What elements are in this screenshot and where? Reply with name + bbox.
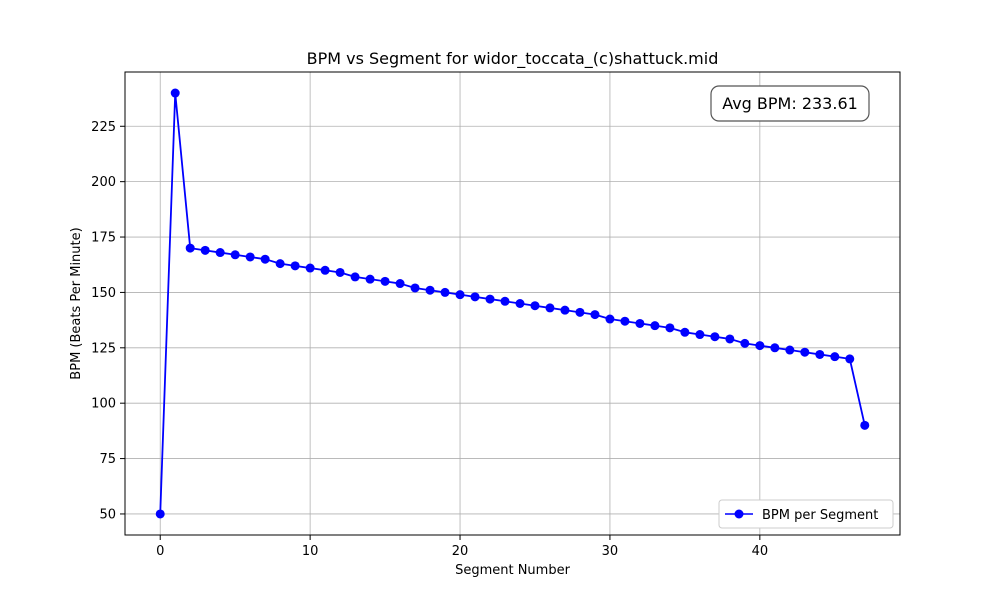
data-point bbox=[185, 243, 195, 253]
y-tick-label: 75 bbox=[99, 452, 116, 467]
data-point bbox=[635, 318, 645, 328]
data-point bbox=[650, 321, 660, 331]
data-point bbox=[545, 303, 555, 313]
data-point bbox=[680, 327, 690, 337]
data-point bbox=[245, 252, 255, 262]
data-point bbox=[815, 349, 825, 359]
x-axis-label: Segment Number bbox=[455, 563, 571, 578]
y-tick-label: 125 bbox=[91, 341, 116, 356]
data-point bbox=[455, 290, 465, 300]
x-tick-label: 40 bbox=[752, 544, 769, 559]
data-point bbox=[860, 420, 870, 430]
data-point bbox=[320, 265, 330, 275]
data-point bbox=[800, 347, 810, 357]
data-point bbox=[425, 285, 435, 295]
data-point bbox=[710, 332, 720, 342]
x-tick-label: 0 bbox=[156, 544, 164, 559]
data-point bbox=[605, 314, 615, 324]
data-point bbox=[230, 250, 240, 260]
data-point bbox=[155, 509, 165, 519]
data-point bbox=[830, 352, 840, 362]
x-tick-label: 30 bbox=[602, 544, 619, 559]
data-point bbox=[695, 330, 705, 340]
data-point bbox=[500, 296, 510, 306]
average-bpm-annotation: Avg BPM: 233.61 bbox=[710, 85, 870, 122]
data-point bbox=[215, 248, 225, 258]
data-point bbox=[380, 276, 390, 286]
data-point bbox=[665, 323, 675, 333]
data-point bbox=[365, 274, 375, 284]
y-tick-label: 100 bbox=[91, 397, 116, 412]
data-point bbox=[290, 261, 300, 271]
data-point bbox=[530, 301, 540, 311]
data-point bbox=[260, 254, 270, 264]
data-point bbox=[440, 287, 450, 297]
average-bpm-text: Avg BPM: 233.61 bbox=[722, 94, 858, 113]
data-point bbox=[620, 316, 630, 326]
data-point bbox=[725, 334, 735, 344]
data-point bbox=[770, 343, 780, 353]
data-point bbox=[410, 283, 420, 293]
data-point bbox=[785, 345, 795, 355]
data-point bbox=[275, 259, 285, 269]
y-tick-label: 175 bbox=[91, 231, 116, 246]
data-point bbox=[350, 272, 360, 282]
x-tick-label: 10 bbox=[302, 544, 319, 559]
data-point bbox=[395, 279, 405, 289]
data-point bbox=[170, 88, 180, 98]
data-point bbox=[335, 267, 345, 277]
y-tick-label: 225 bbox=[91, 120, 116, 135]
data-point bbox=[305, 263, 315, 273]
series-layer bbox=[155, 88, 870, 519]
data-point bbox=[845, 354, 855, 364]
legend-series-label: BPM per Segment bbox=[762, 508, 878, 523]
y-axis-label: BPM (Beats Per Minute) bbox=[69, 227, 84, 379]
x-tick-label: 20 bbox=[452, 544, 469, 559]
data-point bbox=[470, 292, 480, 302]
legend-series-marker bbox=[734, 509, 744, 519]
annotation-box bbox=[710, 85, 870, 122]
legend: BPM per Segment bbox=[718, 499, 894, 529]
data-point bbox=[755, 341, 765, 351]
y-tick-label: 200 bbox=[91, 175, 116, 190]
grid bbox=[125, 72, 900, 535]
data-point bbox=[590, 310, 600, 320]
data-point bbox=[560, 305, 570, 315]
y-tick-label: 50 bbox=[99, 507, 116, 522]
data-point bbox=[200, 245, 210, 255]
data-point bbox=[485, 294, 495, 304]
data-point bbox=[740, 338, 750, 348]
data-point bbox=[515, 299, 525, 308]
plot-area-frame bbox=[124, 71, 901, 536]
chart-title: BPM vs Segment for widor_toccata_(c)shat… bbox=[307, 49, 719, 69]
axis-ticks: 0 10 20 30 40 50 75 100 125 150 175 200 225 bbox=[91, 120, 768, 559]
data-point bbox=[575, 307, 585, 317]
legend-box bbox=[718, 499, 894, 529]
y-tick-label: 150 bbox=[91, 286, 116, 301]
